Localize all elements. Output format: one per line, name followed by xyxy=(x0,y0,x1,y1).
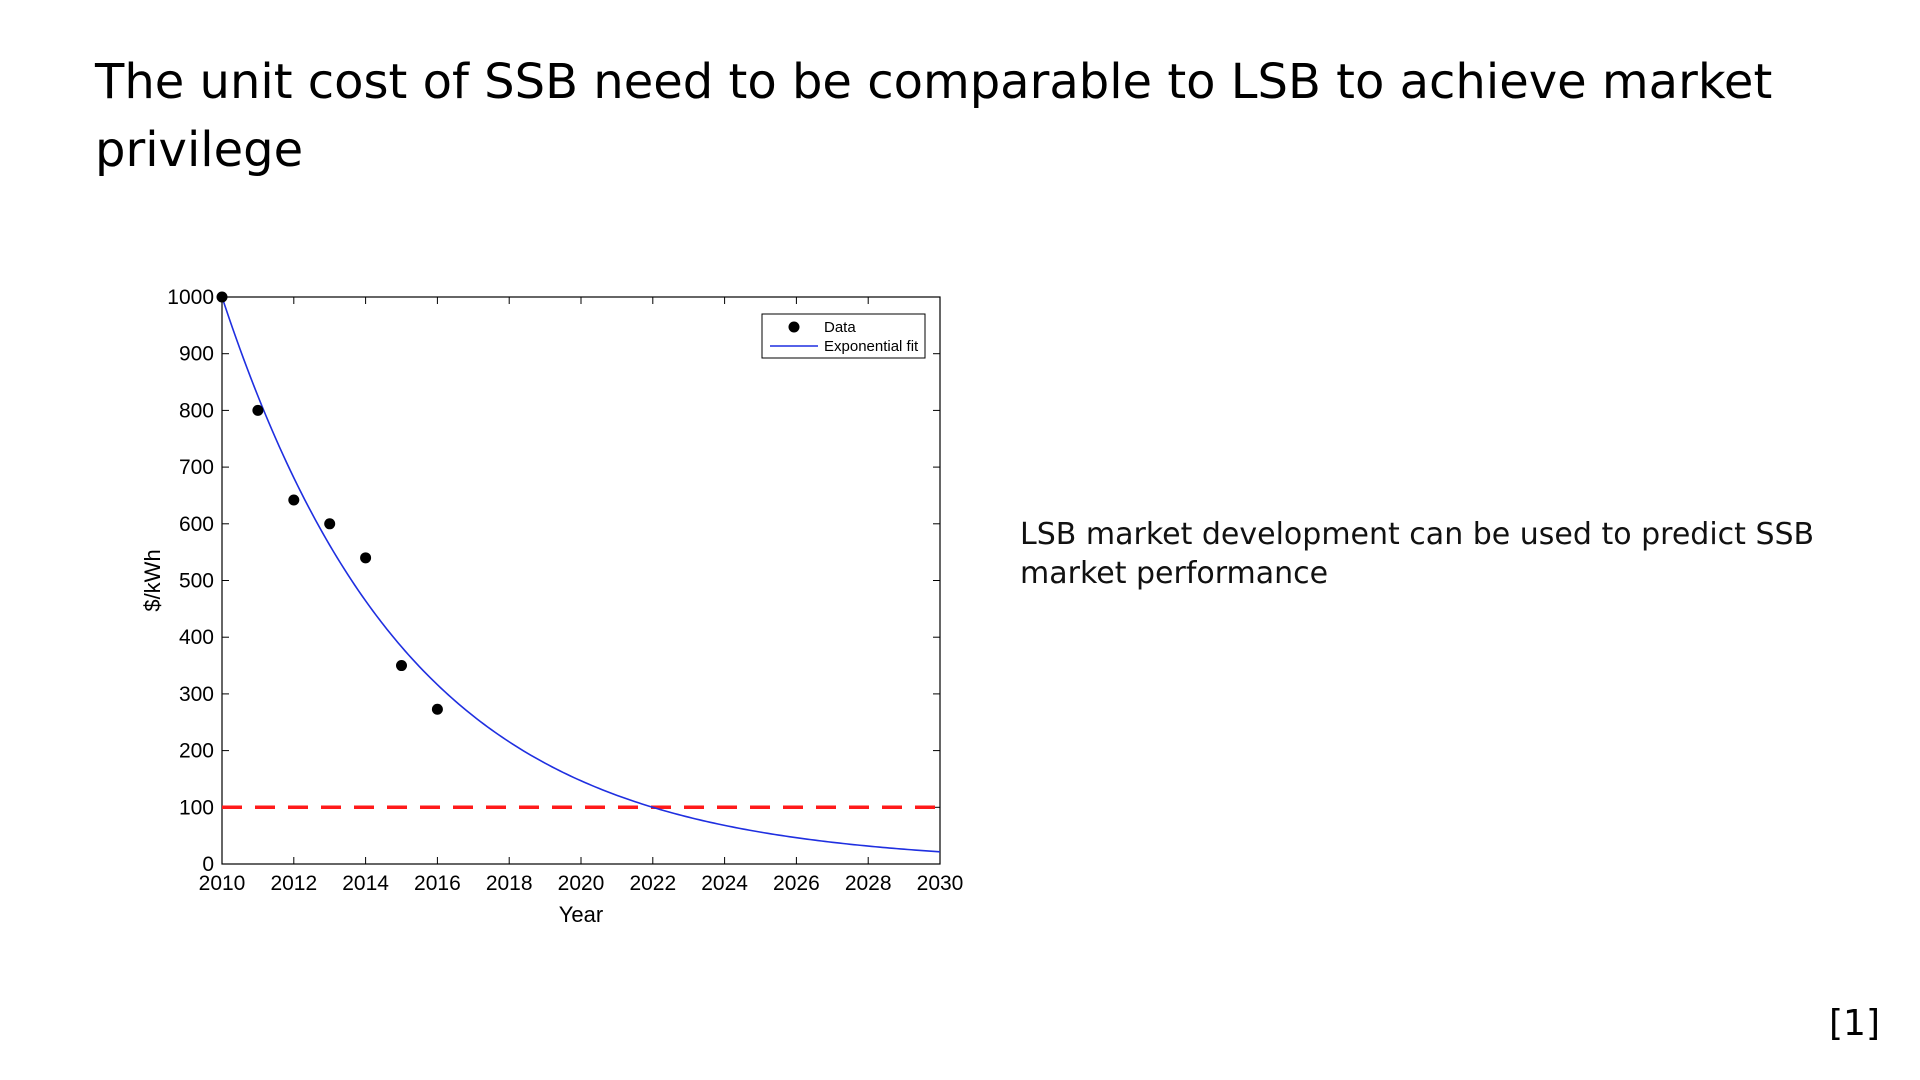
slide-title: The unit cost of SSB need to be comparab… xyxy=(95,54,1773,178)
data-point xyxy=(396,660,407,672)
x-tick-label: 2030 xyxy=(917,872,964,895)
y-tick-label: 800 xyxy=(179,399,214,422)
x-tick-label: 2028 xyxy=(845,872,892,895)
y-tick-label: 300 xyxy=(179,683,214,706)
y-tick-label: 500 xyxy=(179,570,214,593)
data-point xyxy=(431,703,443,715)
legend-label-data: Data xyxy=(824,319,856,336)
x-tick-label: 2026 xyxy=(773,872,820,895)
y-tick-label: 1000 xyxy=(167,286,214,309)
y-tick-label: 600 xyxy=(179,513,214,536)
legend-marker-data xyxy=(788,321,800,333)
exponential-fit-line xyxy=(221,296,941,853)
reference-marker: [1] xyxy=(1829,1003,1880,1044)
cost-chart: 2010 2012 2014 2016 2018 2020 2022 2024 2026 2028… xyxy=(140,286,963,927)
data-point xyxy=(252,404,264,416)
data-point xyxy=(324,518,336,530)
y-tick-label: 400 xyxy=(179,626,214,649)
y-tick-label: 200 xyxy=(179,740,214,763)
legend-label-fit: Exponential fit xyxy=(824,338,919,355)
y-axis-label: $/kWh xyxy=(140,549,165,611)
x-tick-label: 2022 xyxy=(629,872,676,895)
y-tick-label: 700 xyxy=(179,456,214,479)
x-tick-label: 2014 xyxy=(342,872,389,895)
data-point xyxy=(288,494,300,506)
y-tick-label: 0 xyxy=(202,853,214,876)
x-axis-label: Year xyxy=(559,902,603,927)
plot-area: 2010 2012 2014 2016 2018 2020 2022 2024 2026 2028… xyxy=(140,286,963,927)
side-note: LSB market development can be used to pr… xyxy=(1020,517,1815,591)
x-tick-label: 2020 xyxy=(558,872,605,895)
legend-box xyxy=(761,313,926,359)
y-tick-label: 100 xyxy=(179,796,214,819)
x-tick-label: 2024 xyxy=(701,872,748,895)
x-tick-label: 2010 xyxy=(199,872,246,895)
data-point xyxy=(216,291,228,303)
x-tick-label: 2016 xyxy=(414,872,461,895)
x-tick-label: 2018 xyxy=(486,872,533,895)
y-tick-label: 900 xyxy=(179,343,214,366)
plot-frame xyxy=(221,296,941,865)
x-tick-label: 2012 xyxy=(270,872,317,895)
data-point xyxy=(360,552,372,564)
